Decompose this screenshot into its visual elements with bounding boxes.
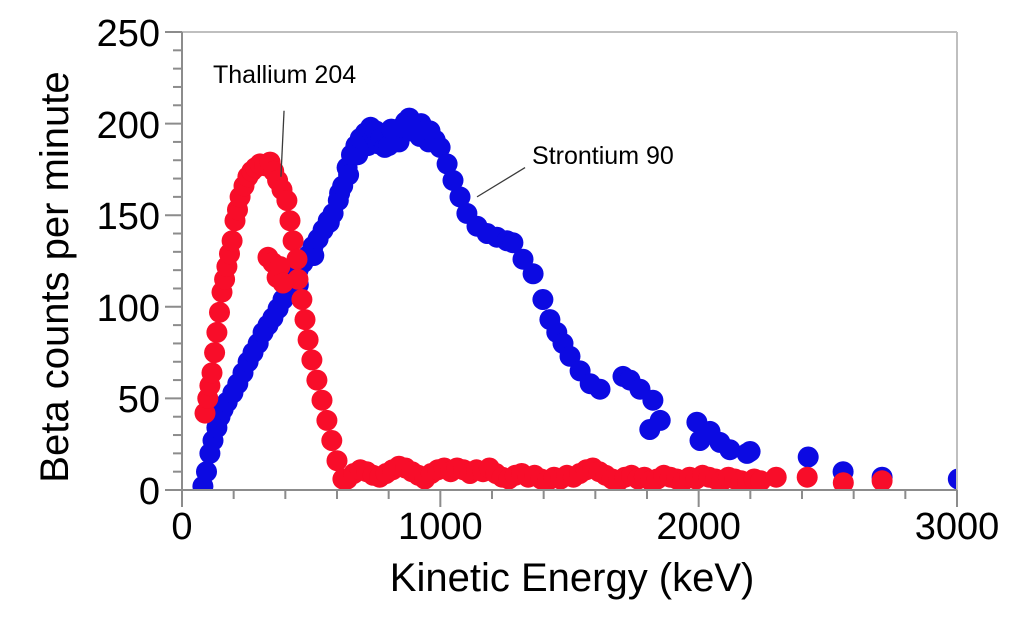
data-point — [649, 409, 671, 431]
data-point — [204, 342, 226, 364]
data-point — [301, 349, 323, 371]
data-point — [282, 230, 304, 252]
data-point — [532, 289, 554, 310]
data-point — [311, 389, 333, 411]
data-point — [221, 230, 243, 252]
data-point — [201, 362, 223, 384]
series-strontium-90 — [192, 107, 957, 490]
data-point — [522, 263, 544, 285]
x-axis-title: Kinetic Energy (keV) — [389, 556, 755, 600]
annotation-thallium-204: Thallium 204 — [213, 61, 357, 90]
data-point — [642, 389, 664, 411]
data-point — [196, 461, 217, 483]
y-tick-label: 150 — [96, 196, 160, 239]
data-point — [338, 164, 360, 186]
data-point — [209, 301, 230, 323]
y-axis-title: Beta counts per minute — [33, 71, 77, 483]
data-point — [832, 472, 854, 490]
x-tick-label: 3000 — [914, 506, 1000, 548]
data-point — [502, 232, 524, 254]
data-point — [449, 186, 471, 208]
data-point — [297, 329, 319, 351]
data-point — [512, 248, 534, 270]
data-point — [765, 466, 787, 488]
data-point — [279, 210, 301, 232]
data-point — [429, 136, 451, 158]
data-point — [206, 321, 228, 343]
data-point — [797, 446, 819, 468]
data-point — [442, 169, 464, 191]
data-point — [303, 245, 325, 266]
data-point — [871, 470, 893, 490]
data-point — [947, 468, 957, 490]
data-point — [436, 153, 458, 175]
y-tick-label: 250 — [96, 13, 160, 55]
annotation-leader-line — [476, 167, 526, 198]
data-point — [272, 272, 294, 294]
x-tick-label: 2000 — [656, 506, 741, 548]
data-point — [294, 309, 316, 331]
y-tick-label: 100 — [96, 287, 160, 330]
data-point — [559, 345, 581, 367]
data-point — [276, 190, 298, 211]
data-point — [321, 430, 343, 451]
data-point — [291, 289, 313, 310]
data-point — [286, 248, 308, 270]
data-points — [192, 107, 957, 490]
data-point — [589, 378, 611, 400]
data-point — [796, 466, 818, 488]
y-tick-label: 0 — [138, 471, 160, 513]
data-point — [326, 450, 348, 472]
annotation-leader-line — [280, 110, 285, 177]
annotation-strontium-90: Strontium 90 — [532, 141, 674, 170]
series-thallium-204 — [194, 151, 893, 490]
data-point — [719, 439, 741, 461]
x-tick-label: 1000 — [398, 506, 483, 548]
y-tick-label: 50 — [117, 379, 160, 422]
data-point — [739, 441, 761, 462]
data-point — [306, 369, 328, 391]
data-point — [269, 256, 291, 277]
x-tick-label: 0 — [171, 506, 193, 548]
data-point — [316, 409, 338, 431]
y-tick-label: 200 — [96, 104, 160, 147]
axis-ticks — [165, 31, 958, 507]
